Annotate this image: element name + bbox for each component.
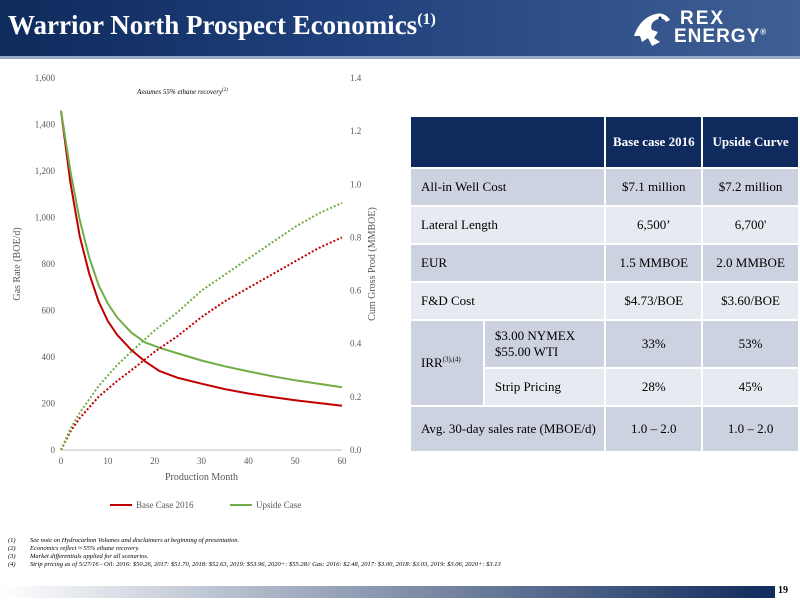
y-tick-label: 800 bbox=[42, 259, 56, 269]
y-tick-label: 400 bbox=[42, 352, 56, 362]
table-row: All-in Well Cost $7.1 million $7.2 milli… bbox=[408, 167, 800, 207]
y2-tick-label: 0.0 bbox=[350, 445, 362, 455]
y-tick-label: 200 bbox=[42, 399, 56, 409]
table-header-empty bbox=[408, 115, 607, 169]
table-row-irr-strip: Strip Pricing 28% 45% bbox=[410, 367, 800, 407]
x-tick-label: 20 bbox=[150, 456, 160, 466]
y2-tick-label: 1.4 bbox=[350, 73, 362, 83]
legend-label: Base Case 2016 bbox=[136, 500, 194, 510]
col-header-upside: Upside Curve bbox=[701, 115, 800, 169]
series-line-rate-1 bbox=[60, 110, 343, 389]
x-tick-label: 0 bbox=[59, 456, 64, 466]
x-tick-label: 10 bbox=[103, 456, 113, 466]
y2-tick-label: 0.4 bbox=[350, 339, 362, 349]
logo-text-rex: REX bbox=[680, 8, 726, 29]
y2-tick-label: 0.6 bbox=[350, 286, 362, 296]
page-title: Warrior North Prospect Economics(1) bbox=[8, 10, 436, 40]
y-tick-label: 1,200 bbox=[35, 166, 56, 176]
series-line-cumulative-2 bbox=[60, 236, 343, 451]
y-axis-title: Gas Rate (BOE/d) bbox=[12, 227, 23, 300]
table-row: F&D Cost $4.73/BOE $3.60/BOE bbox=[408, 281, 800, 321]
x-tick-label: 50 bbox=[291, 456, 301, 466]
dinosaur-logo-icon bbox=[634, 13, 670, 47]
footnotes: (1) See note on Hydrocarbon Volumes and d… bbox=[8, 537, 501, 569]
series-line-rate-0 bbox=[60, 110, 343, 407]
y2-tick-label: 0.8 bbox=[350, 232, 362, 242]
y-tick-label: 1,600 bbox=[35, 73, 56, 83]
legend-label: Upside Case bbox=[256, 500, 301, 510]
table-row: Lateral Length 6,500’ 6,700' bbox=[408, 205, 800, 245]
y-tick-label: 1,400 bbox=[35, 120, 56, 130]
footnote: (2) Economics reflect ≈ 55% ethane recove… bbox=[8, 545, 140, 552]
table-row-avg-rate: Avg. 30-day sales rate (MBOE/d) 1.0 – 2.… bbox=[408, 405, 800, 453]
y-tick-label: 1,000 bbox=[35, 213, 56, 223]
y-tick-label: 600 bbox=[42, 306, 56, 316]
header-divider bbox=[0, 56, 800, 59]
chart-annotation: Assumes 55% ethane recovery(2) bbox=[136, 88, 228, 96]
page-number: 19 bbox=[778, 585, 788, 596]
y2-tick-label: 1.2 bbox=[350, 126, 361, 136]
x-tick-label: 40 bbox=[244, 456, 254, 466]
col-header-base: Base case 2016 bbox=[604, 115, 704, 169]
y2-tick-label: 1.0 bbox=[350, 179, 362, 189]
rex-energy-logo: REX ENERGY® bbox=[630, 6, 795, 50]
header-bar: Warrior North Prospect Economics(1) REX … bbox=[0, 0, 800, 56]
irr-label: IRR(3),(4) bbox=[409, 319, 485, 407]
x-axis-title: Production Month bbox=[165, 472, 238, 483]
footnote: (1) See note on Hydrocarbon Volumes and d… bbox=[8, 537, 240, 544]
footnote: (4) Strip pricing as of 5/27/16 - Oil: 20… bbox=[8, 561, 501, 568]
production-chart: 02004006008001,0001,2001,4001,6000.00.20… bbox=[12, 73, 378, 510]
x-tick-label: 60 bbox=[338, 456, 348, 466]
y2-axis-title: Cum Gross Prod (MMBOE) bbox=[367, 207, 378, 321]
series-line-cumulative-3 bbox=[60, 201, 343, 451]
footnote: (3) Market differentials applied for all … bbox=[8, 553, 149, 560]
economics-table: Base case 2016 Upside Curve All-in Well … bbox=[408, 115, 800, 453]
footer-bar bbox=[0, 586, 775, 598]
x-tick-label: 30 bbox=[197, 456, 207, 466]
y-tick-label: 0 bbox=[51, 445, 56, 455]
y2-tick-label: 0.2 bbox=[350, 392, 361, 402]
logo-text-energy: ENERGY® bbox=[674, 26, 768, 47]
table-row-irr-nymex: IRR(3),(4) $3.00 NYMEX $55.00 WTI 33% 53… bbox=[409, 319, 800, 407]
table-row: EUR 1.5 MMBOE 2.0 MMBOE bbox=[408, 243, 800, 283]
